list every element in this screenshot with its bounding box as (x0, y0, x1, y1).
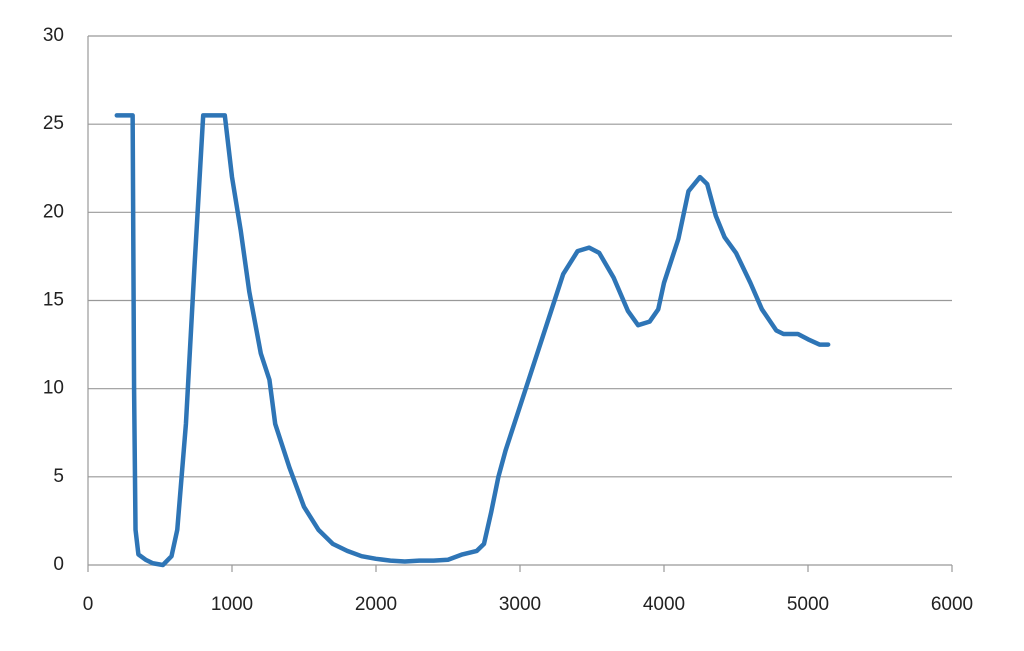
data-line (114, 113, 831, 568)
y-tick-label: 0 (53, 554, 64, 575)
x-tick-label: 4000 (643, 594, 685, 615)
x-tick-label: 3000 (499, 594, 541, 615)
y-tick-label: 5 (53, 466, 64, 487)
y-tick-label: 15 (43, 290, 64, 311)
x-tick-label: 0 (83, 594, 94, 615)
y-tick-label: 10 (43, 378, 64, 399)
y-tick-label: 25 (43, 113, 64, 134)
y-tick-label: 20 (43, 201, 64, 222)
x-tick-label: 6000 (931, 594, 973, 615)
x-tick-label: 5000 (787, 594, 829, 615)
x-tick-label: 2000 (355, 594, 397, 615)
y-tick-label: 30 (43, 25, 64, 46)
x-tick-label: 1000 (211, 594, 253, 615)
